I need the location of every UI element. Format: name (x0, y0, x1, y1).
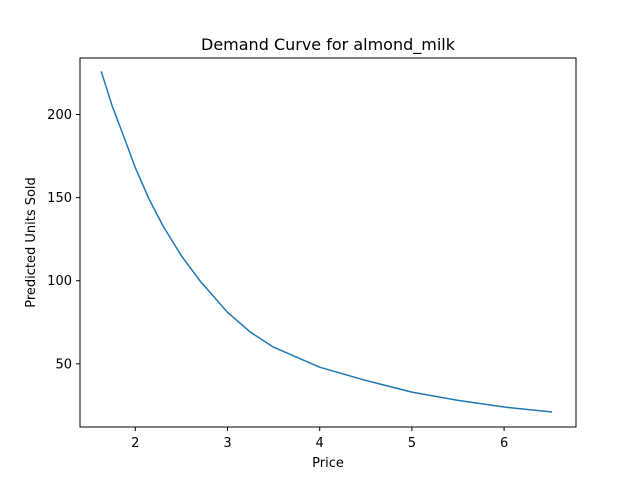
x-axis-label: Price (312, 456, 344, 471)
y-tick-label: 150 (47, 191, 72, 206)
series-group (100, 71, 553, 413)
x-tick-label: 5 (408, 436, 416, 451)
x-tick-label: 3 (223, 436, 231, 451)
y-tick-label: 200 (47, 108, 72, 123)
x-tick-label: 2 (131, 436, 139, 451)
x-axis-ticks: 2 3 4 5 6 (131, 427, 508, 451)
demand-curve-line (100, 71, 553, 413)
x-tick-label: 4 (316, 436, 324, 451)
y-tick-label: 100 (47, 274, 72, 289)
x-tick-label: 6 (500, 436, 508, 451)
y-tick-label: 50 (55, 357, 72, 372)
chart-title: Demand Curve for almond_milk (201, 35, 456, 55)
y-axis-ticks: 50 100 150 200 (47, 108, 80, 372)
plot-area (79, 57, 577, 428)
y-axis-label: Predicted Units Sold (24, 177, 39, 308)
